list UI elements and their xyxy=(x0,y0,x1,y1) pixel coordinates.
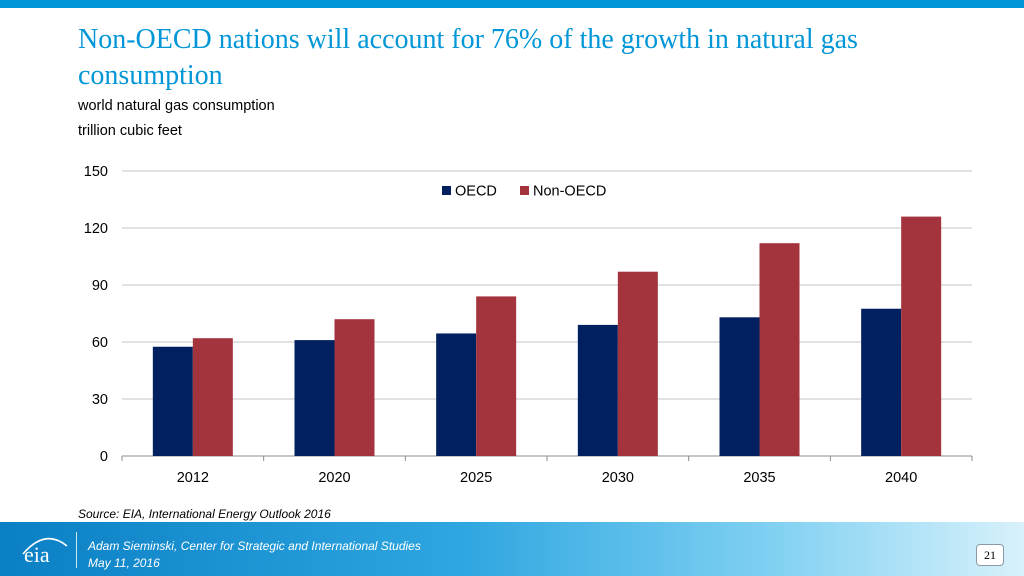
presentation-date: May 11, 2016 xyxy=(88,556,160,570)
eia-logo: eia xyxy=(22,537,68,566)
bar-oecd-2040 xyxy=(861,308,902,456)
bar-non-oecd-2020 xyxy=(334,319,375,456)
bar-oecd-2030 xyxy=(577,324,618,456)
footer-divider xyxy=(76,532,77,568)
y-tick-label: 150 xyxy=(84,164,108,180)
y-tick-label: 30 xyxy=(92,392,108,408)
x-tick-label: 2030 xyxy=(602,470,634,486)
legend-label: OECD xyxy=(455,184,497,200)
top-accent-bar xyxy=(0,0,1024,8)
bar-oecd-2035 xyxy=(719,317,760,456)
bar-oecd-2012 xyxy=(152,346,193,456)
legend-swatch-oecd xyxy=(442,186,451,195)
eia-logo-text: eia xyxy=(24,542,50,566)
x-tick-label: 2020 xyxy=(318,470,350,486)
y-tick-label: 90 xyxy=(92,278,108,294)
bar-non-oecd-2012 xyxy=(192,338,233,456)
bar-chart: 0 30 60 90 120 150 2012 2020 2025 2030 2035 2040 OEC… xyxy=(84,164,973,486)
bar-oecd-2025 xyxy=(436,333,477,456)
y-tick-label: 120 xyxy=(84,221,108,237)
source-note: Source: EIA, International Energy Outloo… xyxy=(78,507,331,521)
page-number: 21 xyxy=(976,544,1004,566)
bar-non-oecd-2030 xyxy=(617,271,658,456)
bar-non-oecd-2025 xyxy=(476,296,517,456)
bar-non-oecd-2035 xyxy=(759,243,800,456)
slide-title: Non-OECD nations will account for 76% of… xyxy=(78,24,858,91)
chart-units: trillion cubic feet xyxy=(78,123,182,139)
legend-label: Non-OECD xyxy=(533,184,606,200)
chart-subtitle: world natural gas consumption xyxy=(78,98,275,114)
bar-non-oecd-2040 xyxy=(901,216,942,456)
y-tick-label: 0 xyxy=(100,449,108,465)
x-tick-label: 2012 xyxy=(177,470,209,486)
footer-bar: eia Adam Sieminski, Center for Strategic… xyxy=(0,522,1024,576)
x-tick-label: 2035 xyxy=(743,470,775,486)
presenter-credit: Adam Sieminski, Center for Strategic and… xyxy=(88,539,421,553)
x-tick-label: 2040 xyxy=(885,470,917,486)
bar-oecd-2020 xyxy=(294,340,335,456)
y-tick-label: 60 xyxy=(92,335,108,351)
legend-swatch-non-oecd xyxy=(520,186,529,195)
x-tick-label: 2025 xyxy=(460,470,492,486)
